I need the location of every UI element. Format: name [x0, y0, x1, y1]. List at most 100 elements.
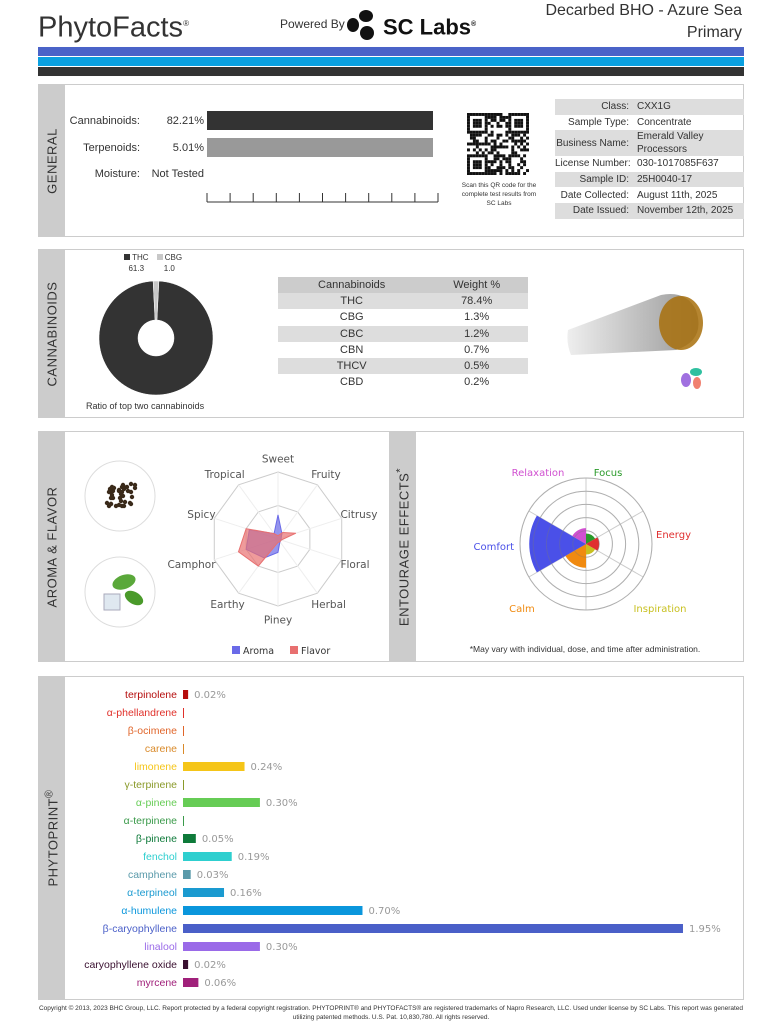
qr-module: [514, 121, 518, 125]
legend-label-flavor: Flavor: [301, 646, 330, 657]
cannabinoid-weight: 0.5%: [425, 357, 528, 375]
qr-module: [502, 139, 506, 143]
qr-module: [511, 136, 515, 140]
qr-module: [517, 154, 521, 158]
terpene-value: 0.06%: [204, 978, 236, 989]
qr-module: [481, 151, 485, 155]
moisture-row: Moisture: Not Tested: [60, 164, 204, 183]
qr-module: [514, 124, 518, 128]
qr-module: [467, 160, 470, 164]
radar-axis-label: Camphor: [167, 559, 216, 571]
qr-module: [520, 142, 524, 146]
terpene-value: 0.30%: [266, 942, 298, 953]
terpene-bar: [183, 888, 225, 897]
qr-module: [526, 121, 529, 125]
qr-module: [467, 157, 470, 161]
qr-module: [499, 172, 503, 175]
qr-module: [484, 124, 488, 128]
qr-module: [520, 136, 524, 140]
qr-module: [487, 121, 491, 125]
qr-module: [511, 166, 515, 170]
cannabinoids-row: Cannabinoids: 82.21%: [60, 111, 204, 130]
logo-text: PhytoFacts: [38, 11, 184, 44]
qr-module: [472, 166, 476, 170]
qr-module: [502, 115, 506, 119]
cannabinoid-name: CBC: [278, 325, 426, 342]
terpene-bar: [183, 960, 189, 969]
qr-module: [472, 139, 476, 143]
info-key: Date Collected:: [560, 189, 629, 201]
qr-module: [475, 139, 479, 143]
qr-module: [499, 160, 503, 164]
qr-module: [472, 160, 476, 164]
qr-module: [508, 113, 512, 116]
terpene-value: 0.02%: [194, 690, 226, 701]
peppercorn: [132, 485, 138, 491]
qr-module: [508, 172, 512, 175]
polar-sector-comfort: [529, 515, 586, 573]
legend-cbg: CBG 1.0: [156, 252, 182, 274]
qr-module: [523, 172, 527, 175]
polar-spoke: [585, 543, 644, 578]
entourage-polar-chart: Focus Energy Inspiration Calm Comfort Relaxat…: [473, 468, 691, 615]
qr-module: [496, 166, 500, 170]
terpenoids-value: 5.01%: [172, 141, 204, 154]
qr-module: [520, 160, 524, 164]
qr-module: [496, 133, 500, 137]
qr-module: [478, 118, 482, 122]
terpene-label: γ-terpinene: [124, 779, 177, 791]
qr-module: [490, 163, 494, 167]
header-stripe-blue: [38, 47, 744, 56]
terpene-value: 0.03%: [197, 870, 229, 881]
radar-axis-label: Sweet: [262, 454, 294, 466]
qr-module: [475, 133, 479, 137]
terpene-label: camphene: [128, 869, 177, 881]
donut-caption: Ratio of top two cannabinoids: [86, 401, 205, 411]
qr-module: [496, 121, 500, 125]
qr-module: [472, 172, 476, 175]
qr-code[interactable]: [467, 113, 529, 175]
terpene-value: 0.16%: [230, 888, 262, 899]
terpene-bar: [183, 978, 199, 987]
radar-series-flavor: [237, 528, 297, 567]
qr-module: [475, 145, 479, 149]
qr-module: [478, 160, 482, 164]
qr-module: [520, 124, 524, 128]
qr-module: [523, 113, 527, 116]
qr-module: [520, 157, 524, 161]
qr-caption: Scan this QR code for the complete test …: [461, 182, 537, 207]
qr-module: [496, 136, 500, 140]
qr-module: [526, 148, 529, 152]
qr-module: [481, 154, 485, 158]
polar-spoke: [585, 510, 644, 545]
terpene-label: terpinolene: [125, 689, 177, 701]
qr-module: [467, 127, 470, 131]
qr-module: [502, 166, 506, 170]
qr-module: [523, 145, 527, 149]
qr-module: [467, 130, 470, 134]
polar-sector-relaxation: [572, 528, 586, 544]
info-value: 030-1017085F637: [637, 158, 719, 170]
qr-module: [490, 151, 494, 155]
col-header: Weight %: [425, 277, 528, 294]
terpene-bar: [183, 924, 683, 933]
table-row: THC 78.4%: [278, 293, 528, 310]
qr-module: [505, 133, 509, 137]
qr-module: [505, 160, 509, 164]
qr-module: [517, 145, 521, 149]
polar-ring-overlay: [572, 530, 600, 558]
qr-module: [493, 145, 497, 149]
qr-module: [484, 160, 488, 164]
info-row: License Number: 030-1017085F637: [555, 156, 744, 172]
terpene-bar: [183, 726, 184, 736]
qr-module: [467, 118, 470, 122]
info-value: Emerald Valley Processors: [637, 131, 704, 156]
radar-axis-label: Fruity: [311, 469, 341, 481]
aroma-radar-chart: Sweet Fruity Citrusy Floral Herbal Piney Earth…: [167, 454, 377, 657]
polar-ring-overlay: [532, 490, 640, 598]
qr-module: [511, 154, 515, 158]
peppercorn: [128, 481, 134, 487]
qr-module: [511, 151, 515, 155]
qr-module: [484, 163, 488, 167]
cannabinoid-weight: 78.4%: [425, 293, 528, 310]
